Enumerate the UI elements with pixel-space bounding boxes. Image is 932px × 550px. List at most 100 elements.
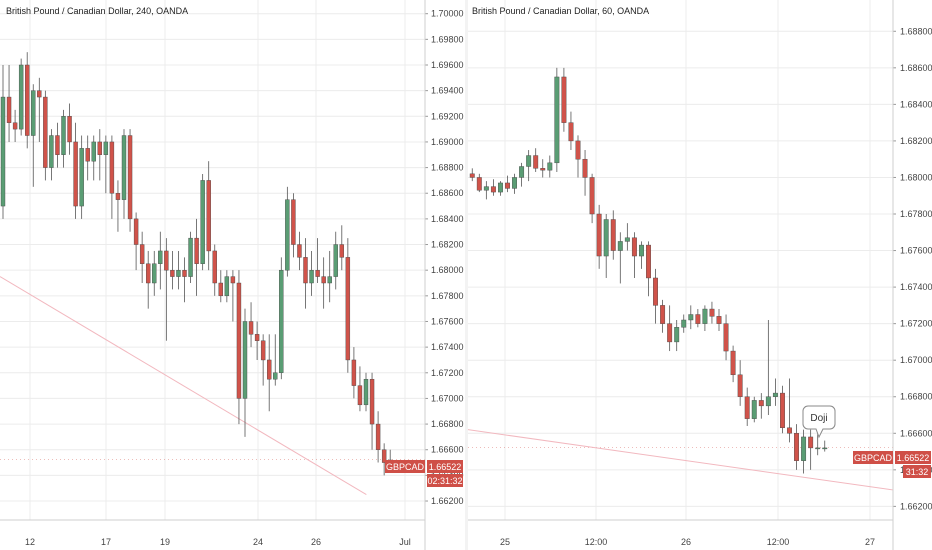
candle: [206, 161, 211, 271]
candle: [589, 173, 595, 224]
candle: [285, 186, 290, 277]
candle: [333, 231, 338, 290]
candle-body: [109, 141, 115, 194]
candle-body: [660, 305, 666, 324]
price-tick-label: 1.68800: [900, 26, 932, 36]
time-tick-label: 19: [160, 537, 170, 547]
price-tick-label: 1.69800: [431, 34, 464, 44]
candle-body: [357, 385, 363, 406]
candle: [212, 244, 217, 296]
candle-body: [321, 276, 326, 284]
candle: [79, 135, 84, 219]
trendline[interactable]: [0, 276, 367, 496]
candle: [321, 257, 326, 309]
doji-callout-bubble: [802, 405, 836, 439]
price-tick-label: 1.67800: [431, 291, 464, 301]
candle: [170, 250, 175, 290]
candle: [702, 305, 708, 331]
candle: [260, 334, 266, 386]
candle: [758, 393, 764, 419]
price-tick-label: 1.66800: [431, 419, 464, 429]
candle-body: [730, 350, 736, 376]
candle-body: [780, 392, 785, 429]
price-tick-label: 1.68200: [900, 136, 932, 146]
candle-body: [200, 180, 205, 264]
candle-body: [554, 76, 560, 164]
price-tick-label: 1.67000: [900, 355, 932, 365]
candle: [297, 231, 302, 271]
price-tick-label: 1.69600: [431, 60, 464, 70]
time-tick-label: 12:00: [585, 537, 608, 547]
candle: [267, 334, 272, 412]
candle: [6, 64, 12, 142]
candle: [73, 122, 78, 219]
candle-body: [79, 148, 84, 207]
candle: [158, 231, 163, 290]
price-tick-label: 1.66200: [431, 496, 464, 506]
candle-body: [254, 334, 260, 341]
candle: [182, 257, 187, 303]
candle-body: [182, 269, 187, 277]
candle-body: [519, 166, 525, 178]
candle: [674, 319, 680, 352]
doji-annotation[interactable]: Doji: [802, 405, 836, 439]
candle: [822, 440, 828, 452]
candle: [43, 90, 48, 181]
candle: [660, 299, 666, 333]
candle-body: [610, 219, 616, 251]
candle-body: [103, 141, 109, 155]
candle-body: [363, 378, 369, 406]
candle-body: [188, 237, 193, 277]
right-panel-symbol-tag: [853, 451, 893, 464]
candle: [526, 150, 532, 182]
price-tick-label: 1.68800: [431, 163, 464, 173]
candle: [273, 334, 278, 386]
left-panel-time-axis[interactable]: 12 17 19 24 26 Jul: [0, 519, 425, 547]
candle-body: [49, 135, 54, 168]
candle: [339, 225, 344, 271]
price-tick-label: 1.68600: [900, 63, 932, 73]
candle: [351, 347, 357, 399]
price-tick-label: 1.67400: [900, 282, 932, 292]
candle-body: [568, 122, 574, 142]
candle-body: [512, 177, 517, 189]
candle: [194, 218, 199, 296]
price-tick-label: 1.67200: [900, 319, 932, 329]
candle-body: [152, 263, 157, 284]
candle-body: [339, 244, 344, 258]
right-panel-trendline[interactable]: [467, 429, 894, 491]
candle-body: [787, 427, 792, 434]
candle-body: [794, 433, 799, 461]
candle-body: [12, 122, 18, 130]
candle: [561, 67, 567, 132]
candle: [97, 129, 103, 181]
candle-body: [808, 436, 814, 449]
time-tick-label: 27: [865, 537, 875, 547]
candle: [188, 231, 193, 284]
candle: [236, 270, 242, 425]
right-panel-time-axis[interactable]: 25 12:00 26 12:00 27: [468, 519, 893, 547]
candle: [200, 174, 205, 271]
candle: [242, 308, 248, 437]
trendline[interactable]: [467, 429, 894, 491]
panel-divider[interactable]: [465, 0, 468, 550]
right-panel-title: British Pound / Canadian Dollar, 60, OAN…: [472, 6, 649, 16]
left-panel-trendline[interactable]: [0, 276, 367, 496]
right-panel-last-price: 1.66522: [897, 453, 930, 463]
candle: [653, 268, 658, 324]
candle: [121, 129, 127, 219]
candle: [772, 378, 778, 406]
candle: [709, 301, 715, 324]
price-tick-label: 1.67600: [900, 246, 932, 256]
candle: [85, 135, 90, 181]
candle: [688, 305, 694, 330]
candle: [375, 411, 381, 463]
candle-body: [121, 135, 127, 200]
candle: [744, 387, 750, 426]
candle: [103, 135, 109, 194]
candle-body: [267, 359, 272, 380]
candle: [218, 270, 224, 303]
candle: [357, 366, 363, 412]
